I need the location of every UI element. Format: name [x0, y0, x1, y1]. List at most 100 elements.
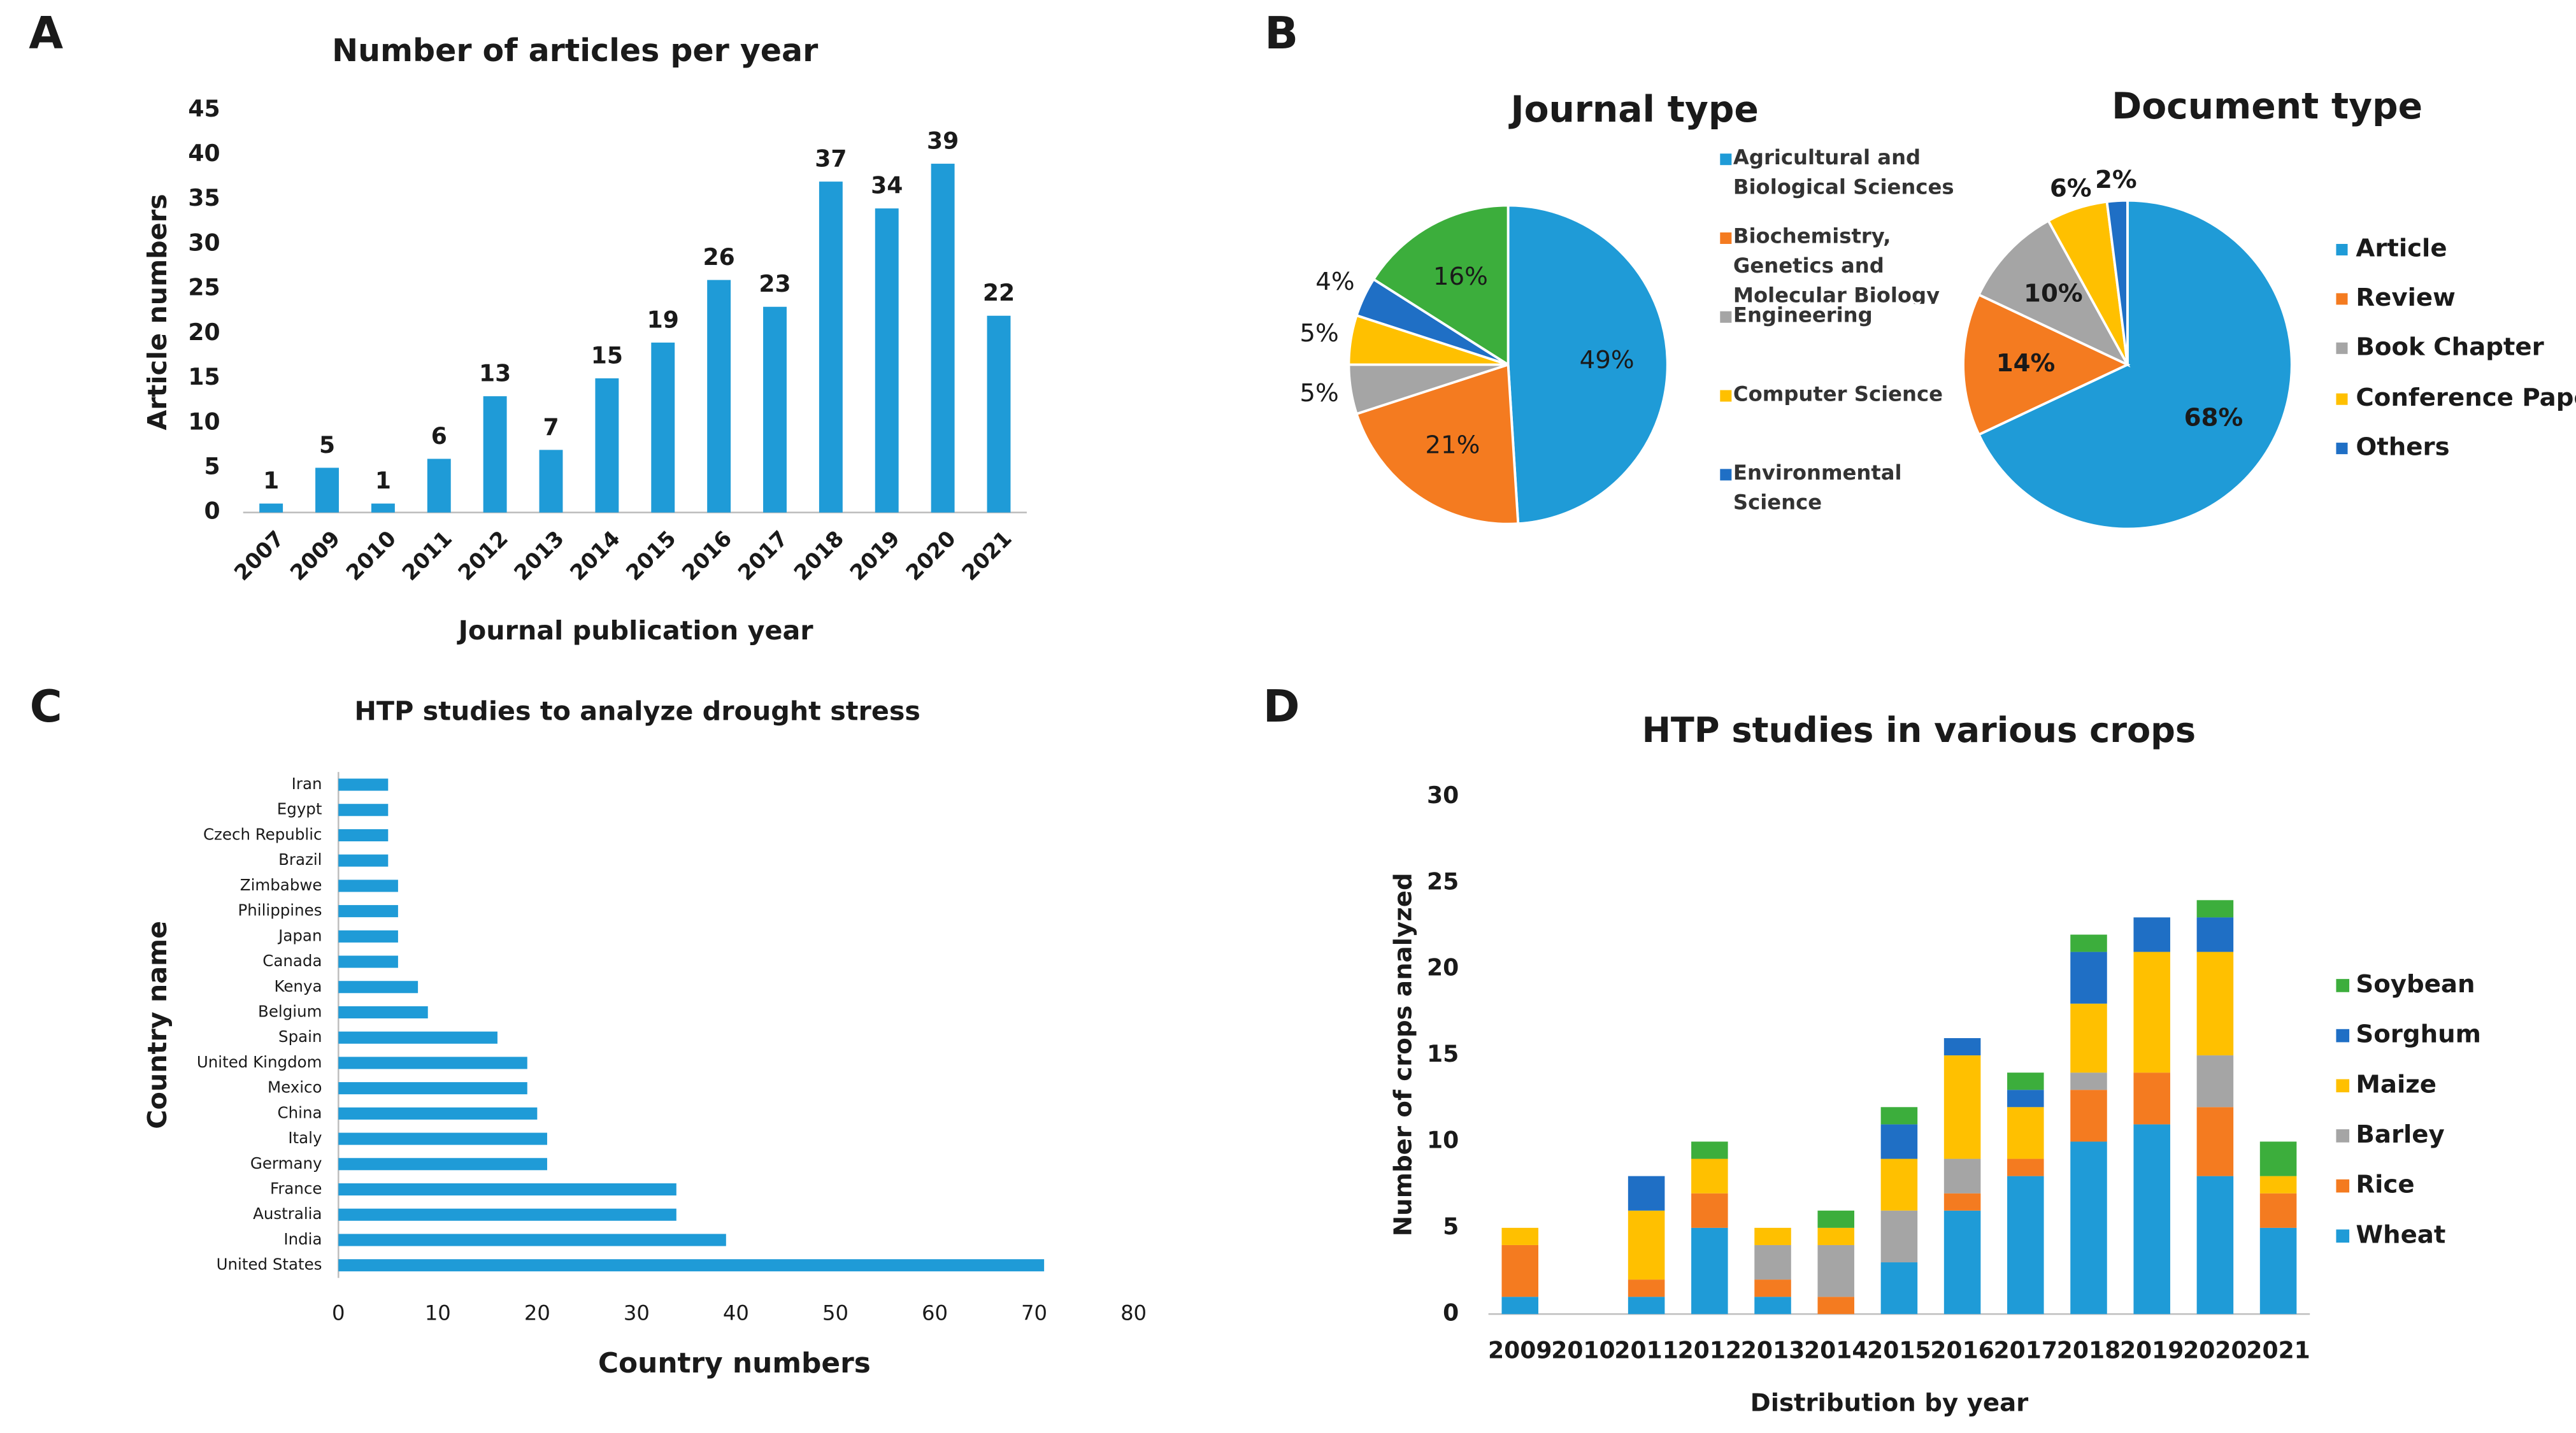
- x-tick-label: 2009: [1488, 1337, 1552, 1364]
- bar-segment: [1501, 1297, 1539, 1315]
- bar-segment: [2196, 917, 2234, 952]
- bar: [338, 981, 419, 994]
- bar: [338, 905, 398, 918]
- bar-segment: [2070, 952, 2107, 1004]
- y-tick-label: 5: [204, 452, 220, 480]
- legend-marker: [2336, 1179, 2350, 1193]
- y-tick-label: Germany: [250, 1154, 322, 1173]
- data-label: 21%: [1425, 431, 1480, 459]
- bar-segment: [2133, 917, 2170, 952]
- bar-segment: [2259, 1141, 2297, 1176]
- legend-label: Book Chapter: [2356, 332, 2544, 361]
- bar-segment: [1754, 1244, 1791, 1280]
- legend-label-box: Agricultural and Biological Sciences: [1733, 145, 1954, 199]
- x-tick-label: 2017: [1994, 1337, 2057, 1364]
- data-label: 15: [591, 342, 623, 369]
- pie-slice: [1962, 293, 2131, 436]
- chart-title: HTP studies in various crops: [1642, 710, 2196, 750]
- bar: [763, 306, 787, 513]
- bar: [338, 880, 398, 892]
- x-tick-label: 2017: [733, 526, 793, 586]
- data-label: 19: [647, 306, 679, 333]
- bar: [651, 342, 675, 513]
- legend-label: Wheat: [2356, 1220, 2445, 1249]
- x-tick-label: 2009: [285, 526, 345, 586]
- bar-segment: [2007, 1159, 2044, 1176]
- x-tick-label: 20: [524, 1301, 550, 1325]
- y-tick-label: 0: [1443, 1299, 1459, 1326]
- bar: [338, 1132, 547, 1145]
- y-tick-label: Canada: [262, 952, 322, 970]
- data-label: 4%: [1315, 267, 1354, 296]
- bar-segment: [2070, 1141, 2107, 1315]
- y-tick-label: 15: [188, 363, 220, 390]
- bar-segment: [1691, 1193, 1728, 1228]
- bar: [338, 854, 389, 867]
- legend-marker: [1720, 232, 1732, 244]
- data-label: 49%: [1580, 346, 1635, 374]
- bar: [707, 280, 731, 513]
- bar-segment: [2007, 1176, 2044, 1315]
- bar-segment: [1880, 1124, 1918, 1159]
- y-tick-label: Czech Republic: [203, 825, 322, 843]
- bar-segment: [1691, 1141, 1728, 1159]
- x-tick-label: 80: [1120, 1301, 1147, 1325]
- legend-marker: [2336, 342, 2348, 354]
- data-label: 34: [871, 172, 903, 199]
- bar-segment: [2196, 1176, 2234, 1315]
- legend-label: Biochemistry, Genetics and Molecular Bio…: [1733, 223, 1940, 304]
- bar-segment: [2259, 1176, 2297, 1194]
- bar-segment: [2070, 1090, 2107, 1142]
- pie-slice: [1355, 362, 1520, 525]
- legend-label-box: Environmental Science: [1733, 460, 1902, 514]
- x-axis-label: Distribution by year: [1750, 1389, 2029, 1418]
- data-label: 5%: [1299, 379, 1338, 408]
- pie-slice: [1506, 204, 1669, 525]
- x-tick-label: 70: [1021, 1301, 1047, 1325]
- bar-segment: [1817, 1227, 1854, 1245]
- panel-label: C: [30, 681, 62, 732]
- data-label: 13: [479, 360, 511, 387]
- y-tick-label: Italy: [288, 1129, 322, 1147]
- legend-label: Article: [2356, 234, 2447, 263]
- bar: [483, 396, 507, 513]
- x-tick-label: 2021: [957, 526, 1017, 586]
- y-tick-label: 30: [1427, 781, 1459, 809]
- bar-segment: [2133, 952, 2170, 1073]
- bar-segment: [2070, 934, 2107, 952]
- bar-segment: [2196, 1055, 2234, 1108]
- legend-label-box: Engineering: [1733, 303, 1873, 327]
- data-label: 14%: [1996, 349, 2056, 378]
- bar-segment: [1817, 1297, 1854, 1315]
- y-tick-label: 5: [1443, 1213, 1459, 1240]
- bar: [338, 930, 398, 943]
- bar: [338, 1183, 676, 1196]
- y-tick-label: United States: [217, 1255, 322, 1274]
- bar-segment: [1943, 1210, 1981, 1315]
- bar: [338, 1158, 547, 1171]
- legend-label: Sorghum: [2356, 1020, 2481, 1049]
- legend-label: Review: [2356, 283, 2455, 312]
- bar: [819, 182, 843, 513]
- chart-title: Document type: [2112, 85, 2422, 127]
- data-label: 6%: [2050, 174, 2092, 203]
- bar: [338, 955, 398, 968]
- y-tick-label: 0: [204, 497, 220, 525]
- bar: [338, 804, 389, 816]
- data-label: 7: [543, 413, 559, 441]
- y-tick-label: India: [283, 1230, 322, 1248]
- y-tick-label: Spain: [278, 1027, 322, 1046]
- bar-segment: [1880, 1210, 1918, 1263]
- x-tick-label: 2011: [397, 526, 457, 586]
- bar-segment: [1943, 1193, 1981, 1211]
- bar: [595, 378, 619, 513]
- bar: [338, 1107, 538, 1120]
- y-tick-label: Belgium: [258, 1002, 322, 1020]
- y-tick-label: 35: [188, 184, 220, 211]
- chart-title: Journal type: [1508, 89, 1758, 131]
- legend-label-box: Computer Science: [1733, 381, 1943, 406]
- bar-segment: [1628, 1210, 1665, 1280]
- data-label: 1: [375, 467, 391, 494]
- bar-segment: [1880, 1107, 1918, 1125]
- y-tick-label: Japan: [277, 926, 322, 945]
